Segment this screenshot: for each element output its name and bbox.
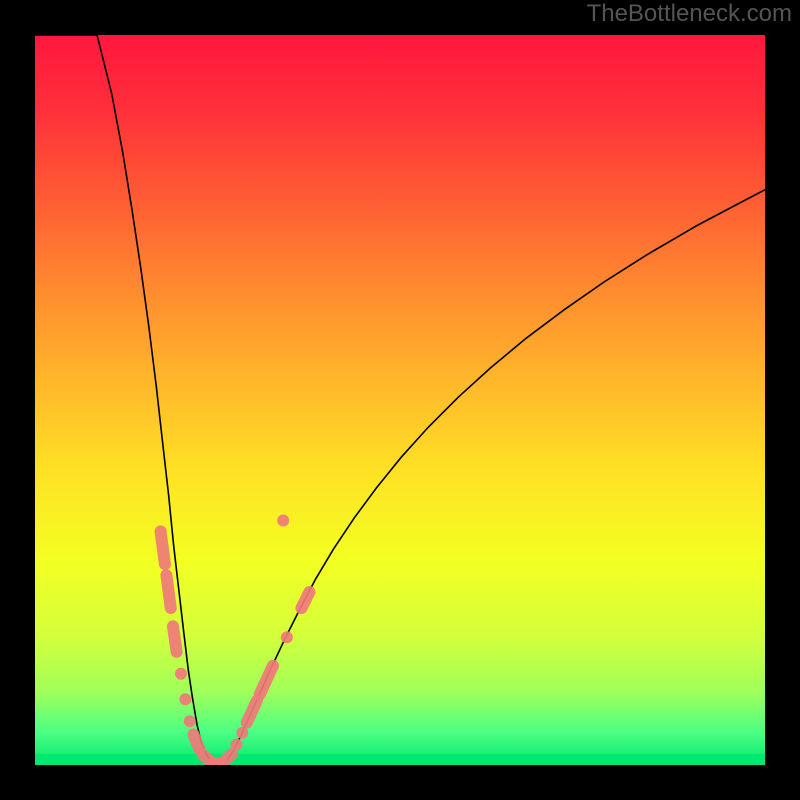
- gradient-background: [35, 35, 765, 765]
- chart-stage: TheBottleneck.com: [0, 0, 800, 800]
- marker-capsule: [193, 734, 199, 749]
- marker-dot: [277, 514, 289, 526]
- bottleneck-curve-chart: [0, 0, 800, 800]
- marker-capsule: [161, 531, 165, 564]
- marker-dot: [175, 668, 187, 680]
- marker-dot: [281, 631, 293, 643]
- marker-dot: [179, 693, 191, 705]
- marker-capsule: [166, 575, 170, 608]
- marker-capsule: [301, 592, 309, 608]
- bottom-green-band: [35, 754, 765, 765]
- marker-dot: [184, 715, 196, 727]
- marker-capsule: [173, 626, 177, 652]
- marker-dot: [230, 739, 242, 751]
- marker-capsule: [223, 754, 232, 762]
- marker-dot: [236, 727, 248, 739]
- plot-area: [35, 35, 765, 765]
